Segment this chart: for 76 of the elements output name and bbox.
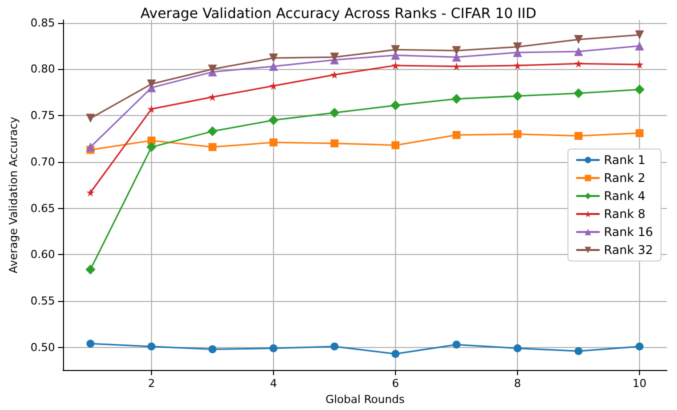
point [512,91,523,102]
point [269,344,278,352]
point [86,114,95,123]
point [330,342,338,350]
point [86,188,94,196]
x-tick-label: 8 [514,377,522,390]
point [391,45,400,54]
point [452,131,461,139]
y-tick-label: 0.70 [30,155,55,168]
point [574,60,583,68]
point [207,126,218,136]
point [514,130,522,138]
x-tick-label: 4 [270,377,277,390]
point [329,108,340,118]
point [514,61,522,70]
point [452,340,461,349]
x-tick-label: 2 [148,377,155,390]
point [574,88,584,98]
point [330,139,338,148]
point [147,105,156,114]
point [635,41,644,50]
point [452,46,462,56]
x-axis-title: Global Rounds [325,393,405,406]
point [513,42,522,52]
point [269,138,278,146]
y-tick-label: 0.80 [30,62,55,76]
point [86,142,95,152]
point [636,342,644,350]
point [574,347,583,356]
point [636,129,644,138]
point [147,342,156,350]
chart-title: Average Validation Accuracy Across Ranks - CIFAR 10 IID [140,6,536,22]
point [269,82,278,90]
x-tick-label: 10 [632,377,647,390]
legend-label: Rank 4 [604,189,646,203]
point [86,340,94,348]
point [574,34,584,44]
legend-label: Rank 8 [604,207,646,221]
y-tick-label: 0.60 [30,248,55,262]
point [574,47,584,56]
point [330,70,338,79]
point [330,52,339,62]
point [268,115,278,126]
y-tick-label: 0.75 [30,109,55,122]
y-tick-label: 0.55 [30,294,55,308]
legend-label: Rank 2 [604,171,646,185]
legend-label: Rank 16 [604,225,654,239]
point [452,52,462,62]
point [634,84,645,95]
point [208,345,216,354]
point [268,54,278,63]
point [574,132,583,140]
point [514,344,522,352]
point [635,30,644,40]
legend-label: Rank 1 [604,153,646,167]
y-tick-label: 0.65 [30,202,55,215]
y-axis-title: Average Validation Accuracy [7,116,20,274]
point [85,264,96,274]
y-tick-label: 0.50 [30,340,55,354]
point [208,92,216,101]
point [146,142,156,152]
y-tick-label: 0.85 [30,16,55,30]
point [146,79,156,88]
x-tick-label: 6 [392,377,400,390]
point [208,64,217,74]
legend-label: Rank 32 [604,243,654,257]
point [392,350,400,358]
point [392,141,400,150]
point [208,143,216,152]
point [636,60,644,69]
point [452,94,462,104]
point [392,61,400,70]
point [452,62,461,70]
point [390,100,401,110]
point [147,136,156,145]
point [268,62,278,71]
